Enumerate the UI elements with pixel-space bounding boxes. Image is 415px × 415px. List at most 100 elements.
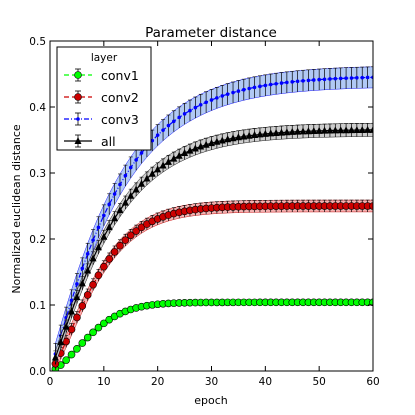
series-conv1	[51, 298, 373, 371]
series-conv3-point	[193, 105, 198, 110]
series-conv3-point	[317, 77, 321, 82]
series-conv1-error-band	[55, 299, 373, 371]
series-all-point	[229, 134, 237, 142]
series-all-point	[89, 254, 97, 262]
y-tick-label: 0.5	[29, 36, 46, 48]
x-tick-label: 10	[97, 376, 110, 388]
series-all-point	[51, 353, 59, 361]
legend-label: conv2	[101, 90, 139, 105]
series-all-point	[78, 279, 86, 287]
series-all-point	[105, 223, 113, 231]
series-all-point	[159, 161, 167, 169]
series-conv2-point	[94, 271, 103, 280]
series-conv3-line	[54, 76, 373, 355]
series-conv3-point	[333, 76, 338, 81]
series-all-point	[326, 126, 334, 134]
series-conv1-point	[94, 323, 103, 332]
series-all-point	[132, 185, 140, 193]
series-all-point	[121, 198, 129, 206]
series-conv3-point	[258, 84, 262, 89]
legend-marker	[76, 117, 80, 121]
y-axis-label: Normalized euclidean distance	[10, 124, 23, 294]
series-conv2-point	[369, 202, 373, 210]
series-all-point	[364, 125, 372, 133]
series-conv3-point	[128, 165, 133, 170]
series-conv1-point	[89, 328, 97, 337]
axis-ticks: 0 10 20 30 40 50 60 0.0 0.1 0.2 0.3 0.4 0.5	[29, 36, 379, 388]
series-all-point	[294, 127, 302, 135]
legend-title: layer	[91, 52, 118, 64]
series-all-point	[94, 243, 102, 251]
series-all-point	[208, 139, 215, 147]
series-conv3-point	[220, 94, 225, 98]
series-conv2-point	[100, 262, 108, 271]
series-conv3-point	[338, 76, 343, 81]
plot-area	[51, 66, 373, 371]
series-conv3-point	[139, 151, 144, 155]
series-all-point	[73, 293, 81, 301]
y-tick-label: 0.2	[29, 234, 46, 246]
series-conv3-point	[209, 98, 214, 102]
series-all-point	[321, 126, 329, 134]
series-conv3-point	[311, 78, 316, 82]
series-conv3-point	[112, 192, 117, 196]
legend-entry-all: all	[64, 134, 116, 149]
legend-label: all	[101, 134, 116, 149]
series-conv3-point	[118, 182, 122, 187]
series-conv3-point	[215, 96, 219, 100]
series-all-point	[347, 126, 355, 134]
series-all-point	[315, 126, 323, 134]
series-layer	[51, 66, 373, 371]
legend-entry-conv2: conv2	[64, 90, 139, 105]
series-conv3-point	[123, 173, 128, 178]
series-all-point	[283, 128, 291, 136]
series-all-point	[245, 131, 253, 139]
series-conv3-point	[328, 77, 332, 81]
series-conv3-point	[279, 81, 284, 85]
series-conv3-point	[69, 298, 74, 303]
series-conv2-line	[54, 205, 373, 365]
series-all-point	[186, 146, 194, 154]
series-conv3-point	[172, 119, 176, 124]
series-conv3-point	[96, 225, 101, 230]
series-conv3-point	[365, 75, 370, 80]
legend-marker	[74, 93, 82, 101]
series-conv2-point	[126, 231, 135, 240]
series-all-point	[127, 191, 135, 199]
series-conv3-point	[134, 158, 138, 162]
series-conv3-point	[306, 78, 311, 83]
series-all-point	[191, 144, 199, 152]
series-conv1-point	[62, 356, 70, 364]
series-all-point	[148, 169, 156, 177]
series-all-point	[164, 157, 172, 165]
chart-title: Parameter distance	[145, 25, 277, 41]
series-conv3-point	[155, 133, 160, 137]
series-conv3-point	[344, 76, 348, 81]
series-all-point	[62, 322, 70, 330]
series-all-point	[353, 126, 361, 134]
series-conv2-point	[73, 313, 81, 322]
series-conv2-point	[121, 236, 130, 244]
series-all-point	[202, 140, 210, 148]
series-conv3-point	[91, 238, 95, 242]
series-conv2-point	[83, 291, 92, 299]
series-all-point	[251, 131, 259, 139]
series-all-point	[272, 128, 280, 136]
series-conv3-point	[322, 77, 327, 82]
legend-marker	[74, 137, 82, 144]
series-conv2-point	[132, 227, 140, 235]
series-all-point	[224, 135, 232, 143]
series-all-point	[100, 232, 108, 240]
series-conv1-point	[78, 339, 87, 347]
series-conv3-point	[252, 85, 257, 90]
series-all-point	[213, 137, 221, 145]
series-conv3-point	[349, 76, 354, 80]
x-tick-label: 40	[259, 376, 272, 388]
series-all-point	[170, 154, 178, 162]
series-conv3-point	[225, 92, 230, 96]
series-all-point	[261, 129, 269, 137]
series-conv3-point	[182, 112, 187, 116]
series-conv1-point	[73, 345, 81, 353]
series-all-point	[331, 126, 339, 134]
series-conv3-point	[204, 100, 208, 105]
